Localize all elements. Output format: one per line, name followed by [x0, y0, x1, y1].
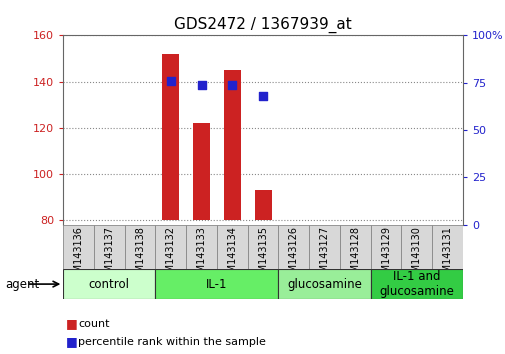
Bar	[94, 225, 125, 269]
Title: GDS2472 / 1367939_at: GDS2472 / 1367939_at	[174, 16, 351, 33]
Text: ■: ■	[66, 335, 77, 348]
Text: glucosamine: glucosamine	[287, 278, 362, 291]
Bar	[193, 123, 210, 220]
Point	[167, 78, 175, 84]
Bar	[186, 225, 217, 269]
Bar	[247, 225, 278, 269]
Text: GSM143135: GSM143135	[258, 226, 268, 285]
Text: percentile rank within the sample: percentile rank within the sample	[78, 337, 266, 347]
Text: IL-1: IL-1	[206, 278, 227, 291]
Text: GSM143136: GSM143136	[74, 226, 83, 285]
Text: count: count	[78, 319, 110, 329]
Text: IL-1 and
glucosamine: IL-1 and glucosamine	[379, 270, 453, 298]
Text: GSM143128: GSM143128	[349, 226, 360, 285]
Bar	[309, 225, 339, 269]
Bar	[63, 269, 155, 299]
Bar	[278, 225, 309, 269]
Text: GSM143127: GSM143127	[319, 226, 329, 285]
Point	[228, 82, 236, 87]
Text: GSM143132: GSM143132	[166, 226, 176, 285]
Bar	[400, 225, 431, 269]
Bar	[155, 269, 278, 299]
Text: ■: ■	[66, 318, 77, 330]
Text: GSM143131: GSM143131	[442, 226, 451, 285]
Bar	[155, 225, 186, 269]
Text: control: control	[89, 278, 130, 291]
Bar	[370, 225, 400, 269]
Text: GSM143130: GSM143130	[411, 226, 421, 285]
Point	[197, 82, 205, 87]
Bar	[339, 225, 370, 269]
Bar	[278, 269, 370, 299]
Bar	[431, 225, 462, 269]
Text: GSM143137: GSM143137	[104, 226, 114, 285]
Text: GSM143129: GSM143129	[380, 226, 390, 285]
Bar	[125, 225, 155, 269]
Text: GSM143134: GSM143134	[227, 226, 237, 285]
Bar	[370, 269, 462, 299]
Point	[259, 93, 267, 99]
Text: GSM143133: GSM143133	[196, 226, 206, 285]
Bar	[217, 225, 247, 269]
Bar	[63, 225, 94, 269]
Bar	[254, 190, 271, 220]
Text: GSM143126: GSM143126	[288, 226, 298, 285]
Text: GSM143138: GSM143138	[135, 226, 145, 285]
Bar	[162, 54, 179, 220]
Text: agent: agent	[5, 278, 39, 291]
Bar	[224, 70, 240, 220]
